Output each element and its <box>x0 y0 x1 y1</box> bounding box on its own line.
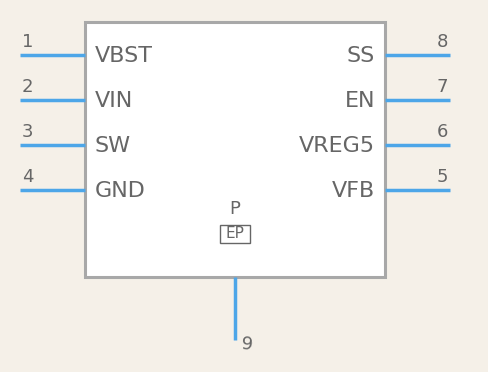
Text: GND: GND <box>95 181 146 201</box>
Bar <box>85 22 385 277</box>
Text: SW: SW <box>95 136 131 156</box>
Text: 6: 6 <box>437 123 448 141</box>
Text: 4: 4 <box>22 168 34 186</box>
Text: 9: 9 <box>241 335 254 354</box>
Text: 3: 3 <box>22 123 34 141</box>
Text: 7: 7 <box>436 78 448 96</box>
Text: 5: 5 <box>436 168 448 186</box>
Text: SS: SS <box>347 46 375 66</box>
Text: VIN: VIN <box>95 91 133 111</box>
Text: VBST: VBST <box>95 46 153 66</box>
Text: EP: EP <box>225 227 244 241</box>
Text: EN: EN <box>345 91 375 111</box>
Text: VFB: VFB <box>332 181 375 201</box>
Text: 2: 2 <box>22 78 34 96</box>
Text: VREG5: VREG5 <box>299 136 375 156</box>
Text: Ρ: Ρ <box>229 200 241 218</box>
Bar <box>220 225 250 243</box>
Text: 8: 8 <box>437 33 448 51</box>
Text: 1: 1 <box>22 33 33 51</box>
